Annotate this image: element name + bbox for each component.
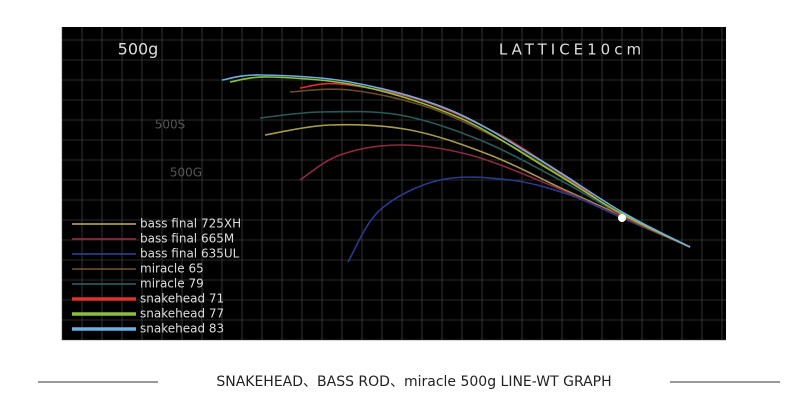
- legend-label: bass final 725XH: [140, 217, 241, 231]
- legend-label: miracle 65: [140, 262, 204, 276]
- annotation: 500S: [155, 118, 186, 132]
- caption: SNAKEHEAD、BASS ROD、miracle 500g LINE-WT …: [216, 374, 611, 390]
- grid-label: LATTICE10cm: [499, 41, 645, 59]
- legend-label: bass final 665M: [140, 232, 234, 246]
- legend-label: snakehead 77: [140, 307, 224, 321]
- tip-point: [618, 214, 626, 222]
- rod-curve: [221, 74, 691, 248]
- legend-label: snakehead 71: [140, 292, 224, 306]
- legend-label: miracle 79: [140, 277, 204, 291]
- legend-label: bass final 635UL: [140, 247, 240, 261]
- annotation: 500G: [170, 166, 202, 180]
- legend-label: snakehead 83: [140, 322, 224, 336]
- plot-background: [62, 27, 726, 340]
- rod-curve: [229, 76, 691, 248]
- chart-title: 500g: [118, 40, 159, 59]
